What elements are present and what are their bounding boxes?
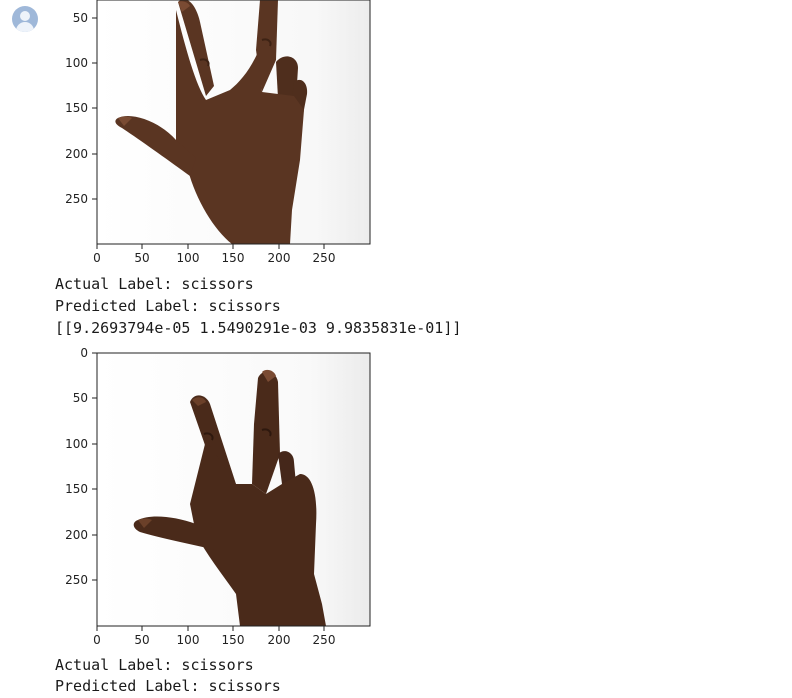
x-tick-label: 150 [222,633,245,647]
y-axis-2: 0 50 100 150 200 250 [65,346,97,587]
y-tick-label: 100 [65,437,88,451]
x-tick-label: 250 [313,251,336,265]
predicted-label-text: Predicted Label: scissors [55,297,281,315]
y-tick-label: 0 [80,346,88,360]
x-tick-label: 200 [268,633,291,647]
y-tick-label: 150 [65,101,88,115]
x-tick-label: 50 [134,633,149,647]
x-tick-label: 0 [93,251,101,265]
y-tick-label: 200 [65,528,88,542]
image-plot-2: 0 50 100 150 200 250 0 50 100 150 200 25… [65,346,371,647]
user-avatar-icon [12,6,38,32]
y-tick-label: 50 [73,391,88,405]
y-tick-label: 250 [65,573,88,587]
x-tick-label: 250 [313,633,336,647]
image-plot-1: 50 100 150 200 250 0 50 100 150 200 250 [65,0,371,265]
hand-image-1 [115,0,308,244]
y-tick-label: 250 [65,192,88,206]
y-tick-label: 50 [73,11,88,25]
actual-label-text: Actual Label: scissors [55,656,254,674]
x-tick-label: 100 [177,251,200,265]
y-axis-1: 50 100 150 200 250 [65,11,97,206]
predicted-label-text: Predicted Label: scissors [55,677,281,695]
hand-image-2 [133,369,326,626]
x-tick-label: 50 [134,251,149,265]
y-tick-label: 100 [65,56,88,70]
x-tick-label: 200 [268,251,291,265]
y-tick-label: 150 [65,482,88,496]
x-axis-2: 0 50 100 150 200 250 [93,626,335,647]
x-axis-1: 0 50 100 150 200 250 [93,244,335,265]
actual-label-text: Actual Label: scissors [55,275,254,293]
y-tick-label: 200 [65,147,88,161]
x-tick-label: 0 [93,633,101,647]
probabilities-text: [[9.2693794e-05 1.5490291e-03 9.9835831e… [55,319,462,337]
x-tick-label: 150 [222,251,245,265]
x-tick-label: 100 [177,633,200,647]
